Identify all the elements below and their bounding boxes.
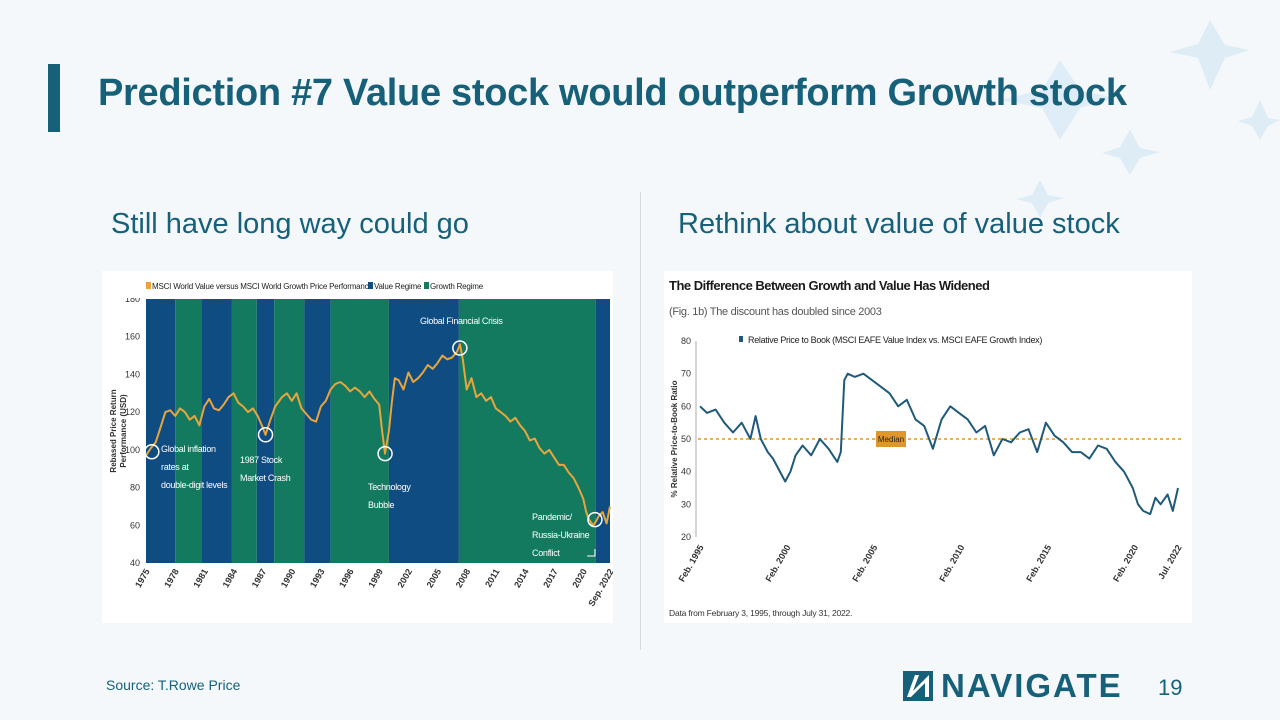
x-tick-label: 1978	[162, 567, 181, 589]
slide-title: Prediction #7 Value stock would outperfo…	[98, 72, 1127, 114]
source-note: Source: T.Rowe Price	[106, 677, 241, 693]
navigate-logo-text: NAVIGATE	[941, 667, 1123, 704]
regime-band-growth	[330, 299, 389, 563]
regime-band-value	[304, 299, 331, 563]
x-tick-label: 2014	[512, 567, 531, 589]
legend-background	[102, 271, 613, 298]
chart-annotation: Technology Bubble	[368, 482, 411, 510]
left-subtitle: Still have long way could go	[111, 208, 469, 240]
column-divider	[640, 192, 641, 650]
y-tick-label: 80	[130, 483, 140, 493]
regime-band-growth	[274, 299, 305, 563]
y-tick-label: 180	[125, 294, 140, 304]
y-axis-label: Rebased Price ReturnPerformance (USD)	[109, 389, 128, 472]
page-number: 19	[1158, 675, 1183, 700]
x-tick-label: 1987	[250, 567, 269, 589]
x-tick-label: Feb. 2020	[1111, 543, 1140, 584]
annotation-circle	[144, 443, 160, 460]
regime-band-value	[146, 299, 176, 563]
y-tick-label: 80	[681, 336, 691, 346]
y-tick-label: 60	[130, 520, 140, 530]
x-tick-label: 1999	[366, 567, 385, 589]
regime-band-value	[595, 299, 610, 563]
title-accent-bar	[48, 64, 60, 132]
x-tick-label: Feb. 2010	[937, 543, 966, 584]
annotation-circle	[587, 511, 603, 528]
navigate-logo: NAVIGATE	[903, 668, 1123, 704]
navigate-logo-icon	[903, 671, 933, 701]
regime-band-growth	[175, 299, 202, 563]
y-tick-label: 60	[681, 401, 691, 411]
annotation-circle	[377, 445, 393, 462]
y-tick-label: 120	[125, 407, 140, 417]
chart-annotation: Global Financial Crisis	[420, 316, 503, 326]
y-tick-label: 30	[681, 499, 691, 509]
value-vs-growth-svg: 180 160 140 120 100 80 60 40 Rebased Price Retur…	[102, 271, 613, 608]
x-tick-label: 1975	[133, 567, 152, 589]
x-tick-label: 1993	[308, 567, 327, 589]
legend-label: MSCI World Value versus MSCI World Growt…	[152, 282, 373, 291]
x-tick-label: 2020	[570, 567, 589, 589]
annotation-circle	[452, 340, 468, 356]
chart-annotation: Pandemic/Russia-Ukraine Conflict	[532, 512, 590, 558]
legend-swatch	[424, 282, 429, 289]
right-subtitle: Rethink about value of value stock	[678, 208, 1120, 240]
x-tick-label: 2002	[395, 567, 414, 589]
y-tick-label: 50	[681, 434, 691, 444]
median-label: Median	[878, 435, 904, 444]
x-tick-label: 1996	[337, 567, 356, 589]
chart-subtitle: (Fig. 1b) The discount has doubled since…	[669, 306, 882, 318]
x-tick-label: 1984	[221, 567, 240, 589]
x-tick-label: Jul. 2022	[1156, 543, 1184, 581]
regime-band-growth	[458, 299, 596, 563]
relative-price-to-book-line	[699, 372, 1179, 516]
x-tick-label: 2005	[425, 567, 444, 589]
x-tick-label: Feb. 2005	[850, 543, 879, 584]
decorative-snowflake-pattern	[1000, 20, 1280, 218]
price-to-book-chart: The Difference Between Growth and Value …	[664, 271, 1192, 623]
legend-label: Relative Price to Book (MSCI EAFE Value …	[748, 335, 1042, 345]
x-tick-label: 2008	[454, 567, 473, 589]
legend-swatch	[146, 282, 151, 289]
y-tick-label: 100	[125, 445, 140, 455]
y-axis-label: % Relative Price-to-Book Ratio	[670, 380, 679, 497]
regime-band-value	[256, 299, 275, 563]
chart-title: The Difference Between Growth and Value …	[669, 278, 990, 293]
x-tick-label: Feb. 2015	[1024, 543, 1053, 584]
x-tick-label: 2017	[541, 567, 560, 589]
y-tick-label: 70	[681, 369, 691, 379]
regime-band-value	[388, 299, 459, 563]
chart-footnote: Data from February 3, 1995, through July…	[669, 608, 852, 618]
price-to-book-svg: The Difference Between Growth and Value …	[669, 278, 1184, 618]
y-tick-label: 40	[681, 467, 691, 477]
y-tick-label: 20	[681, 532, 691, 542]
chart-annotation: 1987 Stock Market Crash	[240, 455, 291, 483]
legend-label: Growth Regime	[430, 282, 484, 291]
x-tick-label: 1990	[279, 567, 298, 589]
y-tick-label: 140	[125, 369, 140, 379]
legend-label: Value Regime	[374, 282, 422, 291]
y-tick-label: 160	[125, 332, 140, 342]
x-tick-label: 2011	[483, 567, 501, 589]
x-tick-label: Sep. 2022	[586, 567, 613, 608]
annotation-arrow	[587, 549, 596, 557]
annotation-circle	[257, 427, 274, 443]
legend-swatch	[368, 282, 373, 289]
regime-band-growth	[231, 299, 257, 563]
x-tick-label: 1981	[191, 567, 210, 589]
regime-band-value	[201, 299, 232, 563]
legend-swatch	[739, 336, 743, 342]
x-tick-label: Feb. 2000	[763, 543, 792, 584]
x-tick-label: Feb. 1995	[677, 543, 706, 584]
y-tick-label: 40	[130, 558, 140, 568]
median-label-box	[876, 431, 906, 447]
chart-annotation: Global inflation rates at double-digit lev…	[161, 444, 228, 490]
value-growth-series-line	[145, 343, 611, 527]
value-vs-growth-chart: 180 160 140 120 100 80 60 40 Rebased Price Retur…	[102, 271, 613, 623]
